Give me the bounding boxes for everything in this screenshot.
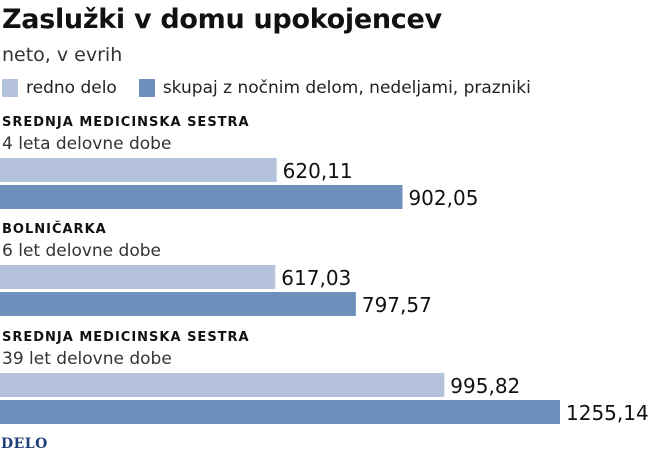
value-label-skupaj-2: 1255,14 [566,401,649,425]
delo-logo: DELO [1,436,48,452]
value-label-redno-1: 617,03 [281,266,351,290]
category-subtitle-2: 39 let delovne dobe [2,349,172,369]
legend-label-skupaj: skupaj z nočnim delom, nedeljami, prazni… [162,78,531,98]
legend-item-redno: redno delo [2,78,117,98]
bar-skupaj-2 [0,400,560,424]
value-label-redno-0: 620,11 [283,159,353,183]
category-title-0: SREDNJA MEDICINSKA SESTRA [2,115,250,130]
bar-redno-2 [0,373,445,397]
category-subtitle-1: 6 let delovne dobe [2,241,161,261]
category-title-1: BOLNIČARKA [2,221,107,237]
bar-skupaj-1 [0,292,356,316]
legend-swatch-redno [2,79,18,97]
chart-title: Zaslužki v domu upokojencev [2,4,442,35]
category-title-2: SREDNJA MEDICINSKA SESTRA [2,330,250,345]
bar-redno-1 [0,265,276,289]
value-label-skupaj-1: 797,57 [362,293,432,317]
chart-subtitle: neto, v evrih [2,44,123,66]
value-label-redno-2: 995,82 [450,374,520,398]
legend-swatch-skupaj [138,79,155,97]
bar-skupaj-0 [0,185,403,209]
legend-label-redno: redno delo [26,78,117,98]
legend-item-skupaj: skupaj z nočnim delom, nedeljami, prazni… [138,78,531,98]
bar-redno-0 [0,158,277,182]
legend: redno delo skupaj z nočnim delom, nedelj… [2,78,553,98]
value-label-skupaj-0: 902,05 [408,186,478,210]
category-subtitle-0: 4 leta delovne dobe [2,134,171,154]
